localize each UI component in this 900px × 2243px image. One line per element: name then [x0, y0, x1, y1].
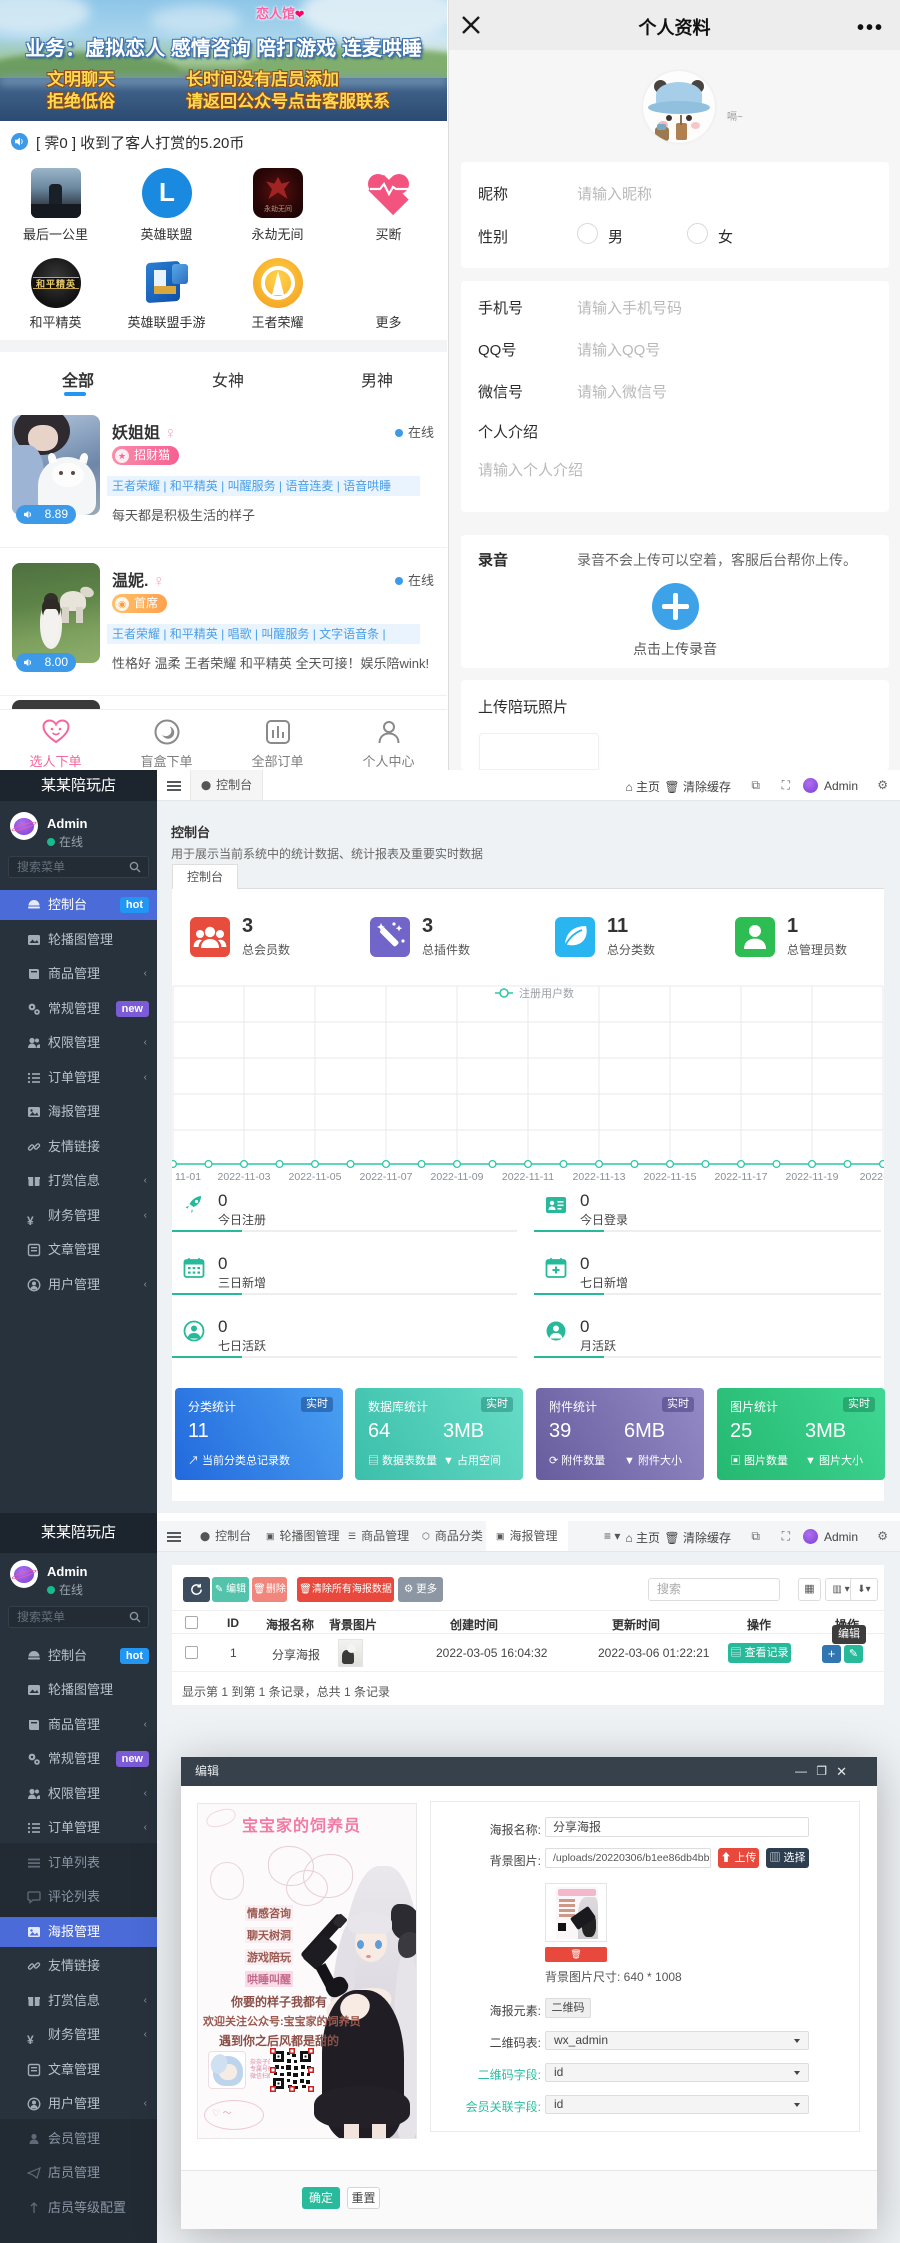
svg-text:11-01: 11-01	[175, 1171, 201, 1183]
svg-text:2022-11-11: 2022-11-11	[502, 1171, 554, 1183]
svg-text:2022-11-05: 2022-11-05	[289, 1171, 342, 1183]
svg-text:2022-11-07: 2022-11-07	[360, 1171, 413, 1183]
svg-text:2022-11-13: 2022-11-13	[573, 1171, 626, 1183]
svg-text:2022-11-15: 2022-11-15	[644, 1171, 697, 1183]
svg-text:2022-11-03: 2022-11-03	[218, 1171, 271, 1183]
svg-text:注册用户数: 注册用户数	[519, 986, 574, 1000]
svg-text:2022-11-19: 2022-11-19	[786, 1171, 839, 1183]
svg-text:2022-11-09: 2022-11-09	[431, 1171, 484, 1183]
svg-text:2022-1: 2022-1	[860, 1171, 884, 1183]
svg-text:2022-11-17: 2022-11-17	[715, 1171, 768, 1183]
